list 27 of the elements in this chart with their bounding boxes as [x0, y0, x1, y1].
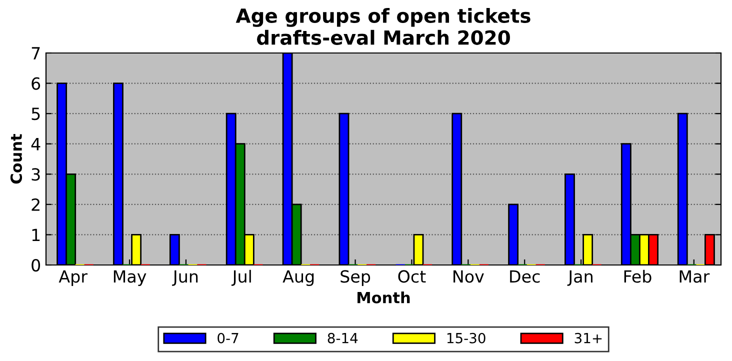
legend-label: 15-30 [447, 332, 486, 344]
x-tick-label: Nov [454, 270, 484, 283]
chart-title: Age groups of open tickets drafts-eval March 2020 [236, 8, 530, 45]
x-tick-label: Jul [231, 270, 251, 286]
x-tick-label: Jun [172, 270, 198, 286]
y-tick-label: 0 [32, 258, 40, 272]
x-tick-label: Jan [567, 270, 592, 286]
legend-label: 31+ [574, 332, 602, 344]
y-tick-label: 3 [32, 168, 40, 181]
x-tick-label: Aug [282, 270, 314, 286]
x-tick-label: Oct [398, 270, 426, 283]
x-tick-label: Dec [510, 270, 540, 283]
x-axis-title: Month [358, 292, 410, 304]
x-tick-label: Feb [624, 270, 652, 283]
x-tick-label: May [114, 270, 146, 286]
x-tick-label: Sep [340, 270, 370, 286]
x-tick-label: Apr [58, 270, 88, 286]
legend-label: 0-7 [218, 332, 238, 344]
y-tick-label: 5 [32, 108, 40, 120]
y-axis-title: Count [10, 134, 22, 184]
y-tick-label: 2 [32, 198, 40, 211]
y-tick-label: 1 [32, 228, 40, 242]
y-tick-label: 4 [31, 138, 40, 150]
x-tick-label: Mar [680, 270, 710, 283]
y-tick-label: 7 [32, 47, 40, 60]
legend-label: 8-14 [328, 332, 358, 344]
y-tick-label: 6 [32, 77, 40, 90]
